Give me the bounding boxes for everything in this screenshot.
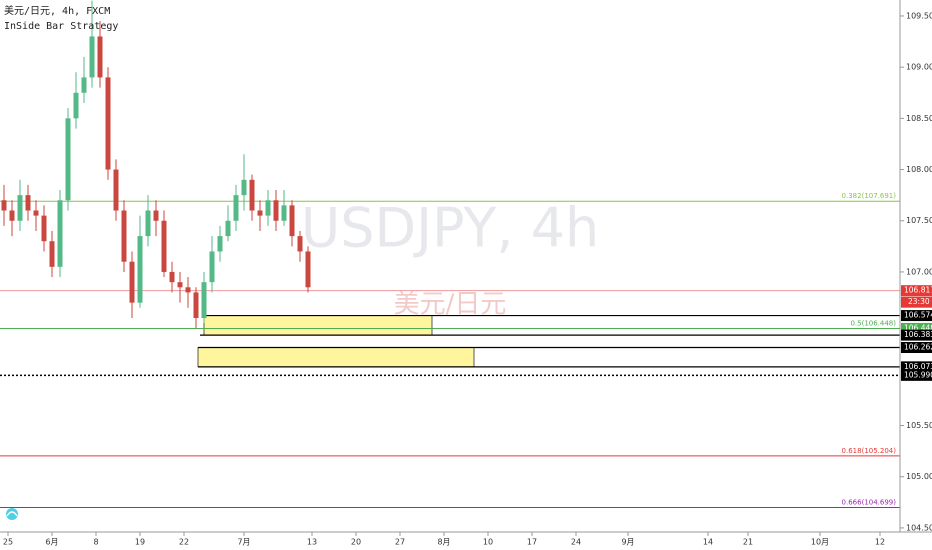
candle-body: [289, 205, 295, 237]
price-badge: [901, 285, 932, 297]
y-tick-label: 108.500: [906, 114, 932, 123]
candle-body: [153, 210, 159, 221]
candle-body: [265, 200, 271, 216]
price-badge-label: 106.383: [904, 330, 932, 339]
candle-body: [89, 36, 95, 78]
candle-body: [129, 261, 135, 303]
price-badge: [901, 322, 932, 334]
chart-title: 美元/日元, 4h, FXCM: [4, 4, 110, 17]
x-tick-label: 8月: [437, 538, 450, 547]
candle-body: [185, 287, 191, 293]
candle-body: [225, 220, 231, 237]
price-badge: [901, 369, 932, 381]
candle-body: [73, 92, 79, 119]
x-tick-label: 21: [743, 538, 753, 547]
x-tick-label: 12: [875, 538, 885, 547]
x-tick-label: 8: [93, 538, 98, 547]
price-badge-label: 106.574: [904, 311, 932, 320]
x-tick-label: 20: [351, 538, 361, 547]
price-badge-label: 106.262: [904, 342, 932, 351]
candle-body: [57, 200, 63, 267]
y-tick-label: 105.500: [906, 421, 932, 430]
x-tick-label: 27: [395, 538, 405, 547]
candle-body: [25, 195, 31, 211]
candle-body: [105, 77, 111, 170]
price-badge-label: 106.073: [904, 362, 932, 371]
candle-body: [233, 195, 239, 221]
candle-body: [65, 118, 71, 201]
candle-body: [121, 210, 127, 262]
inside-bar-box: [203, 315, 433, 336]
price-badge-label: 106.817: [904, 286, 932, 295]
y-tick-label: 107.000: [906, 267, 932, 276]
price-badge: [901, 361, 932, 373]
candle-body: [209, 251, 215, 283]
x-tick-label: 22: [179, 538, 189, 547]
candle-body: [41, 215, 47, 242]
candle-body: [257, 210, 263, 216]
y-tick-label: 107.500: [906, 216, 932, 225]
level-label: 0.5(106.448): [850, 319, 896, 327]
candle-body: [297, 236, 303, 252]
plot: 0.382(107.691) 0.5(106.448) 0.618(105.204)…: [0, 0, 900, 509]
price-badge: [901, 341, 932, 353]
price-badge-label: 106.448: [904, 323, 932, 332]
price-badge: [901, 310, 932, 322]
candle-body: [217, 236, 223, 252]
watermark-sub: 美元/日元: [394, 290, 507, 320]
candle-body: [273, 200, 279, 221]
x-tick-label: 25: [3, 538, 13, 547]
candle-body: [281, 205, 287, 221]
y-tick-label: 108.000: [906, 165, 932, 174]
x-tick-label: 7月: [237, 538, 250, 547]
y-tick-label: 105.000: [906, 472, 932, 481]
candle-body: [193, 292, 199, 319]
x-tick-label: 6月: [45, 538, 58, 547]
candle-body: [1, 200, 7, 211]
inside-bar-box: [197, 347, 475, 368]
level-label: 0.666(104.699): [842, 499, 897, 507]
candle-body: [17, 195, 23, 221]
level-label: 0.382(107.691): [842, 192, 897, 200]
candle-body: [161, 220, 167, 272]
logo: [6, 508, 18, 520]
y-tick-label: 104.500: [906, 523, 932, 532]
candle-body: [201, 282, 207, 319]
candle-body: [33, 210, 39, 216]
level-label: 0.618(105.204): [842, 447, 897, 455]
candle-body: [249, 179, 255, 211]
strategy-name: InSide Bar Strategy: [4, 21, 118, 32]
y-tick-label: 109.000: [906, 63, 932, 72]
x-tick-label: 19: [135, 538, 145, 547]
candle-body: [145, 210, 151, 237]
x-tick-label: 17: [527, 538, 537, 547]
candle-body: [137, 236, 143, 303]
x-tick-label: 9月: [621, 538, 634, 547]
candle-body: [113, 169, 119, 211]
x-tick-label: 14: [703, 538, 713, 547]
countdown: 23:30: [908, 297, 930, 306]
x-tick-label: 10月: [811, 538, 829, 547]
x-tick-label: 24: [571, 538, 581, 547]
x-tick-label: 10: [483, 538, 493, 547]
candle-body: [241, 179, 247, 196]
x-tick-label: 13: [307, 538, 317, 547]
price-badge-label: 105.990: [904, 370, 932, 379]
watermark: USDJPY, 4h: [301, 197, 600, 260]
candle-body: [81, 77, 87, 93]
countdown-badge: [901, 296, 932, 308]
candle-body: [49, 241, 55, 267]
candle-body: [97, 36, 103, 78]
candle-body: [177, 282, 183, 288]
candle-body: [305, 251, 311, 288]
candle-body: [169, 271, 175, 283]
y-tick-label: 109.500: [906, 11, 932, 20]
price-badge: [901, 329, 932, 341]
candle-body: [9, 210, 15, 221]
